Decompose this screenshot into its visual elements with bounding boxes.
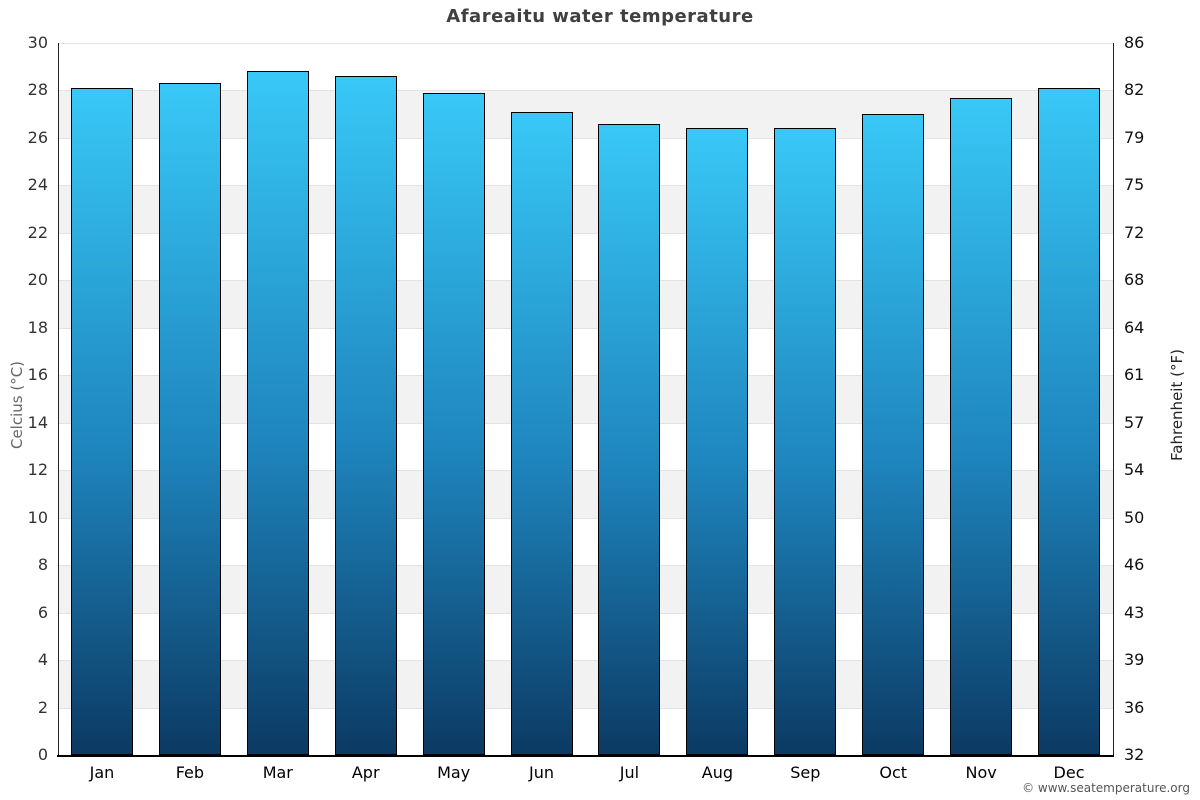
y-tick-celsius-26: 26 — [27, 127, 48, 147]
y-tick-fahrenheit-68: 68 — [1124, 270, 1145, 290]
y-axis-line-right — [1113, 43, 1114, 755]
y-tick-fahrenheit-39: 39 — [1124, 650, 1145, 670]
gridline — [58, 422, 1113, 424]
y-tick-celsius-14: 14 — [27, 412, 48, 432]
x-label-jul: Jul — [619, 763, 640, 782]
y-tick-celsius-10: 10 — [27, 507, 48, 527]
bar-apr — [334, 76, 397, 755]
y-tick-celsius-6: 6 — [37, 602, 48, 622]
y-tick-fahrenheit-43: 43 — [1124, 602, 1145, 622]
gridline — [58, 612, 1113, 614]
copyright-link[interactable]: © www.seatemperature.org — [1022, 781, 1190, 795]
y-tick-celsius-4: 4 — [37, 650, 48, 670]
x-label-mar: Mar — [262, 763, 293, 782]
y-tick-celsius-20: 20 — [27, 270, 48, 290]
plot-band — [58, 660, 1113, 708]
plot-band — [58, 375, 1113, 423]
plot-band — [58, 90, 1113, 138]
y-tick-fahrenheit-72: 72 — [1124, 222, 1145, 242]
x-label-oct: Oct — [879, 763, 908, 782]
gridline — [58, 327, 1113, 329]
gridline — [58, 280, 1113, 282]
bar-jun — [510, 111, 573, 755]
bar-dec — [1038, 88, 1101, 755]
x-label-apr: Apr — [351, 763, 380, 782]
gridline — [58, 43, 1113, 44]
gridline — [58, 137, 1113, 139]
chart-title: Afareaitu water temperature — [446, 6, 754, 27]
y-tick-fahrenheit-32: 32 — [1124, 745, 1145, 764]
x-label-jan: Jan — [89, 763, 115, 782]
y-tick-fahrenheit-54: 54 — [1124, 460, 1145, 480]
y-tick-fahrenheit-64: 64 — [1124, 317, 1145, 337]
y-axis-title-celsius: Celcius (°C) — [8, 360, 26, 450]
x-label-dec: Dec — [1053, 763, 1085, 782]
y-tick-fahrenheit-86: 86 — [1124, 33, 1145, 52]
y-tick-celsius-24: 24 — [27, 175, 48, 195]
bar-nov — [950, 97, 1013, 755]
y-axis-title-fahrenheit: Fahrenheit (°F) — [1168, 349, 1186, 461]
gridline — [58, 375, 1113, 377]
gridline — [58, 517, 1113, 519]
y-tick-celsius-8: 8 — [37, 555, 48, 575]
gridline — [58, 707, 1113, 709]
gridline — [58, 660, 1113, 662]
bar-may — [422, 92, 485, 755]
y-tick-celsius-12: 12 — [27, 460, 48, 480]
x-label-feb: Feb — [175, 763, 205, 782]
x-label-may: May — [437, 763, 471, 782]
x-axis-line — [57, 755, 1114, 757]
gridline — [58, 185, 1113, 187]
bar-aug — [686, 128, 749, 755]
y-tick-fahrenheit-79: 79 — [1124, 127, 1145, 147]
y-tick-celsius-28: 28 — [27, 80, 48, 100]
y-tick-celsius-22: 22 — [27, 222, 48, 242]
bar-jan — [70, 88, 133, 755]
x-label-nov: Nov — [965, 763, 997, 782]
gridline — [58, 565, 1113, 567]
bar-feb — [158, 83, 221, 755]
gridline — [58, 232, 1113, 234]
y-tick-fahrenheit-75: 75 — [1124, 175, 1145, 195]
y-tick-fahrenheit-82: 82 — [1124, 80, 1145, 100]
bar-mar — [246, 71, 309, 755]
plot-band — [58, 470, 1113, 518]
bar-oct — [862, 114, 925, 755]
y-tick-celsius-30: 30 — [27, 33, 48, 52]
bar-sep — [774, 128, 837, 755]
x-label-sep: Sep — [790, 763, 821, 782]
plot-band — [58, 565, 1113, 613]
y-tick-celsius-16: 16 — [27, 365, 48, 385]
x-label-jun: Jun — [529, 763, 555, 782]
y-tick-celsius-0: 0 — [37, 745, 48, 764]
y-tick-fahrenheit-50: 50 — [1124, 507, 1145, 527]
gridline — [58, 470, 1113, 472]
y-axis-line-left — [58, 43, 59, 755]
y-tick-fahrenheit-36: 36 — [1124, 697, 1145, 717]
plot-band — [58, 185, 1113, 233]
y-tick-celsius-2: 2 — [37, 697, 48, 717]
gridline — [58, 90, 1113, 92]
y-tick-fahrenheit-57: 57 — [1124, 412, 1145, 432]
y-tick-fahrenheit-46: 46 — [1124, 555, 1145, 575]
x-label-aug: Aug — [701, 763, 733, 782]
y-tick-fahrenheit-61: 61 — [1124, 365, 1145, 385]
plot-band — [58, 280, 1113, 328]
bar-jul — [598, 123, 661, 755]
y-tick-celsius-18: 18 — [27, 317, 48, 337]
